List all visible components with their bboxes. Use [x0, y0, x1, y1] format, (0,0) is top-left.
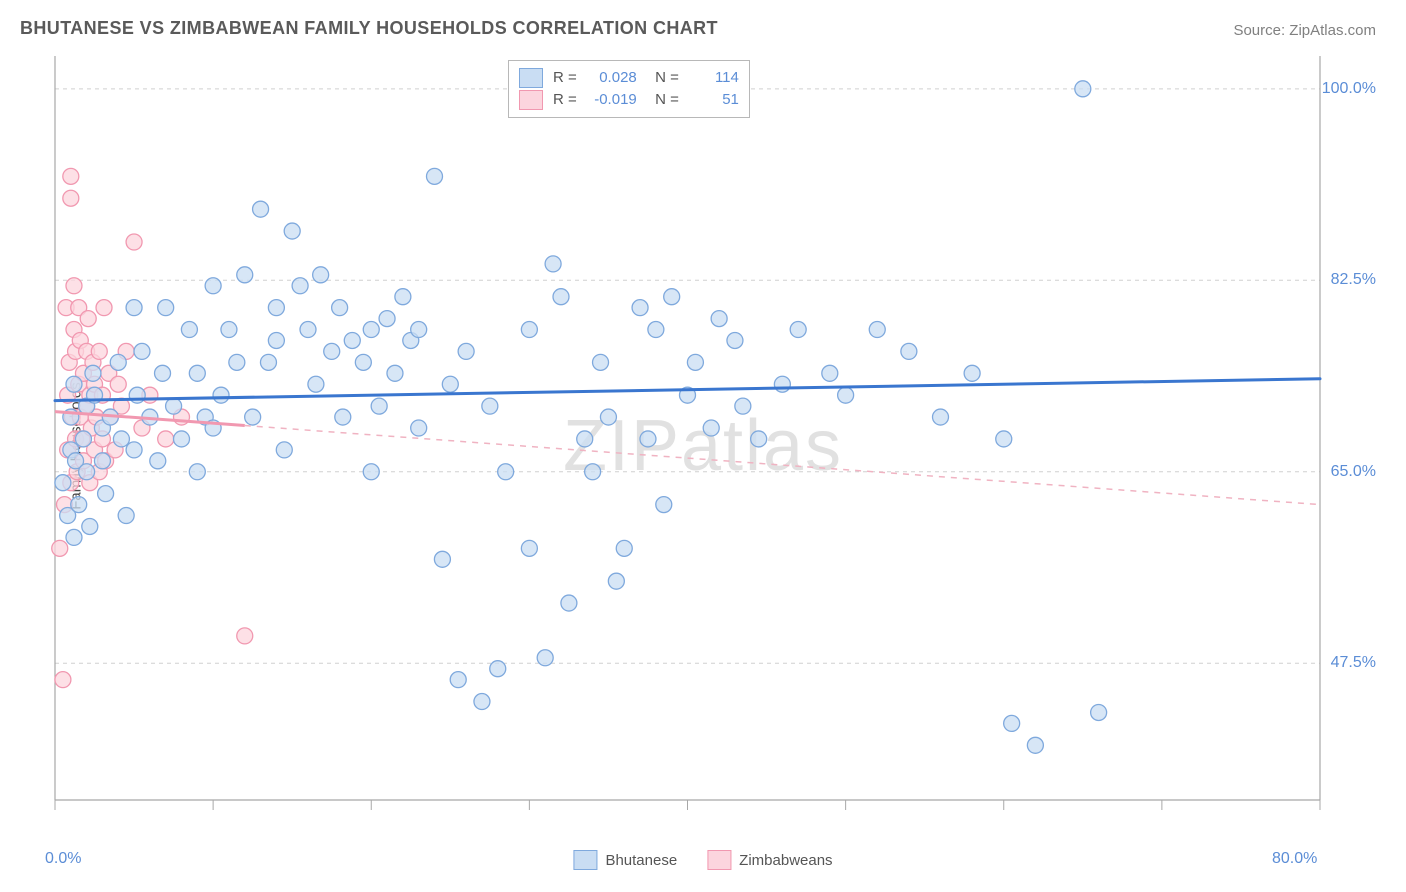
y-tick-label: 47.5%	[1331, 654, 1376, 672]
bhutanese-legend-swatch	[573, 850, 597, 870]
zimbabweans-legend-label: Zimbabweans	[739, 852, 832, 869]
zimbabweans-legend-swatch	[707, 850, 731, 870]
zimbabweans-n-value: 51	[687, 89, 739, 111]
zimbabweans-swatch	[519, 90, 543, 110]
n-label: N =	[647, 67, 679, 89]
y-tick-label: 100.0%	[1322, 80, 1376, 98]
bhutanese-n-value: 114	[687, 67, 739, 89]
x-tick-label: 80.0%	[1272, 850, 1317, 868]
y-tick-label: 82.5%	[1331, 271, 1376, 289]
r-label: R =	[553, 67, 577, 89]
series-legend: Bhutanese Zimbabweans	[573, 850, 832, 870]
r-label-2: R =	[553, 89, 577, 111]
bhutanese-r-value: 0.028	[585, 67, 637, 89]
bhutanese-swatch	[519, 68, 543, 88]
regression-legend: R = 0.028 N = 114 R = -0.019 N = 51	[508, 60, 750, 118]
bhutanese-legend-label: Bhutanese	[605, 852, 677, 869]
n-label-2: N =	[647, 89, 679, 111]
zimbabweans-r-value: -0.019	[585, 89, 637, 111]
y-tick-label: 65.0%	[1331, 463, 1376, 481]
x-tick-label: 0.0%	[45, 850, 81, 868]
scatter-plot	[0, 0, 1406, 892]
